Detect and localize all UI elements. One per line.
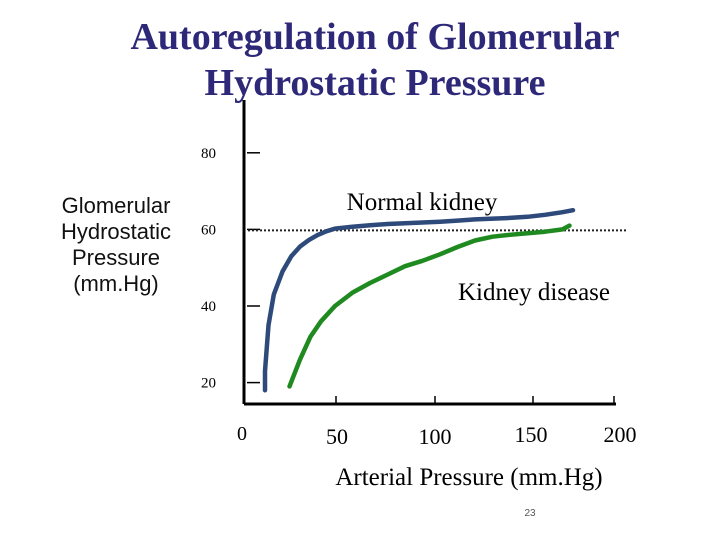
slide-number: 23 bbox=[524, 508, 536, 519]
y-axis-label-line-3: Pressure bbox=[71, 245, 161, 270]
chart-title-line-2: Hydrostatic Pressure bbox=[204, 62, 546, 104]
x-tick-label-150: 150 bbox=[515, 422, 548, 447]
x-tick-label-50: 50 bbox=[326, 424, 348, 449]
y-tick-label-40: 40 bbox=[201, 299, 216, 315]
series-line-kidney-disease bbox=[287, 223, 572, 389]
y-axis-label: Glomerular Hydrostatic Pressure (mm.Hg) bbox=[36, 193, 196, 297]
x-axis-label: Arterial Pressure (mm.Hg) bbox=[335, 464, 602, 491]
y-axis-label-line-4: (mm.Hg) bbox=[73, 271, 159, 296]
y-axis-label-line-1: Glomerular bbox=[61, 193, 171, 218]
y-tick-label-60: 60 bbox=[201, 222, 216, 238]
series-label-normal-kidney: Normal kidney bbox=[347, 189, 498, 216]
x-tick-label-100: 100 bbox=[419, 424, 452, 449]
chart-title-line-1: Autoregulation of Glomerular bbox=[130, 16, 620, 58]
y-tick-label-80: 80 bbox=[201, 146, 216, 162]
series-line-normal-kidney bbox=[262, 207, 576, 393]
x-origin-label: 0 bbox=[237, 423, 247, 445]
series-label-kidney-disease: Kidney disease bbox=[458, 279, 610, 306]
chart-title: Autoregulation of Glomerular Hydrostatic… bbox=[0, 14, 720, 106]
x-tick-label-200: 200 bbox=[604, 422, 637, 447]
y-axis-label-line-2: Hydrostatic bbox=[60, 219, 172, 244]
y-tick-label-20: 20 bbox=[201, 376, 216, 392]
